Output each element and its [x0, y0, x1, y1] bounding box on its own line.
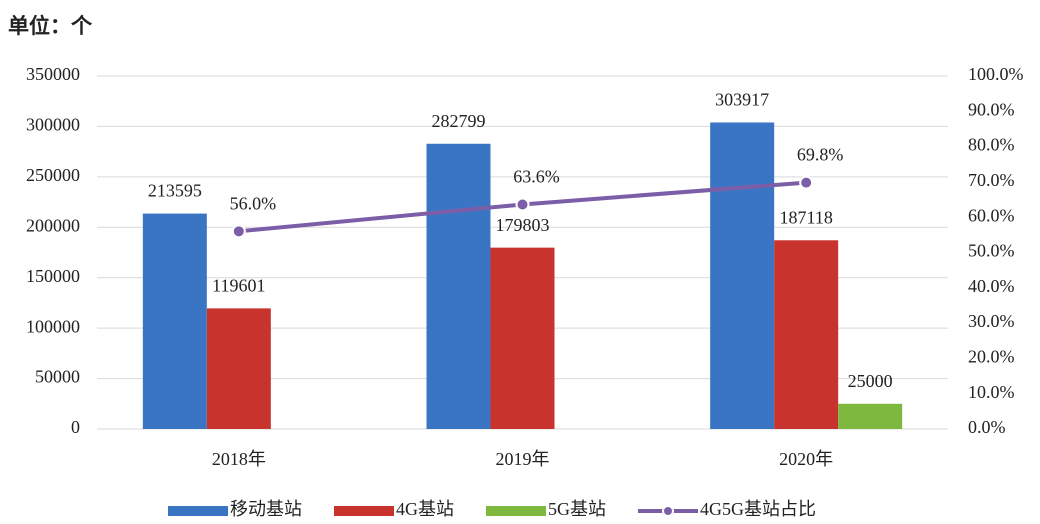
data-label: 63.6%	[513, 167, 560, 187]
legend-label: 4G基站	[396, 499, 454, 519]
data-label: 179803	[496, 215, 550, 235]
y2-tick-label: 100.0%	[968, 64, 1024, 84]
x-tick-label: 2018年	[212, 449, 266, 469]
bar	[142, 213, 207, 429]
x-tick-label: 2020年	[779, 449, 833, 469]
legend-swatch	[334, 506, 394, 516]
bar	[710, 122, 775, 429]
bar	[426, 143, 491, 429]
y2-tick-label: 20.0%	[968, 347, 1015, 367]
y2-tick-label: 40.0%	[968, 276, 1015, 296]
y-tick-label: 100000	[26, 316, 80, 336]
y-tick-label: 50000	[35, 367, 80, 387]
data-label: 69.8%	[797, 145, 844, 165]
y-tick-label: 0	[71, 417, 80, 437]
legend-label: 5G基站	[548, 499, 606, 519]
data-label: 213595	[148, 181, 202, 201]
y-tick-label: 350000	[26, 64, 80, 84]
data-label: 119601	[212, 275, 265, 295]
y2-tick-label: 70.0%	[968, 170, 1015, 190]
legend-swatch	[486, 506, 546, 516]
legend-swatch	[168, 506, 228, 516]
data-label: 56.0%	[230, 193, 277, 213]
bar	[206, 308, 271, 429]
bar	[838, 403, 903, 429]
bar	[774, 240, 839, 429]
line-marker	[799, 175, 814, 190]
data-label: 282799	[432, 111, 486, 131]
data-label: 303917	[715, 90, 769, 110]
y-tick-label: 300000	[26, 115, 80, 135]
chart-title: 单位：个	[8, 14, 93, 38]
data-label: 25000	[848, 371, 893, 391]
y-tick-label: 250000	[26, 165, 80, 185]
line-marker	[515, 197, 530, 212]
y2-tick-label: 50.0%	[968, 241, 1015, 261]
x-tick-label: 2019年	[496, 449, 550, 469]
y2-tick-label: 0.0%	[968, 417, 1006, 437]
y2-tick-label: 10.0%	[968, 382, 1015, 402]
y2-tick-label: 60.0%	[968, 205, 1015, 225]
line-marker	[231, 224, 246, 239]
y2-tick-label: 80.0%	[968, 135, 1015, 155]
data-label: 187118	[779, 207, 832, 227]
y-tick-label: 150000	[26, 266, 80, 286]
y-tick-label: 200000	[26, 215, 80, 235]
y2-tick-label: 90.0%	[968, 99, 1015, 119]
y2-tick-label: 30.0%	[968, 311, 1015, 331]
legend-label: 4G5G基站占比	[700, 499, 816, 519]
legend-swatch	[662, 505, 674, 517]
legend-label: 移动基站	[230, 499, 302, 519]
bar	[490, 247, 555, 429]
